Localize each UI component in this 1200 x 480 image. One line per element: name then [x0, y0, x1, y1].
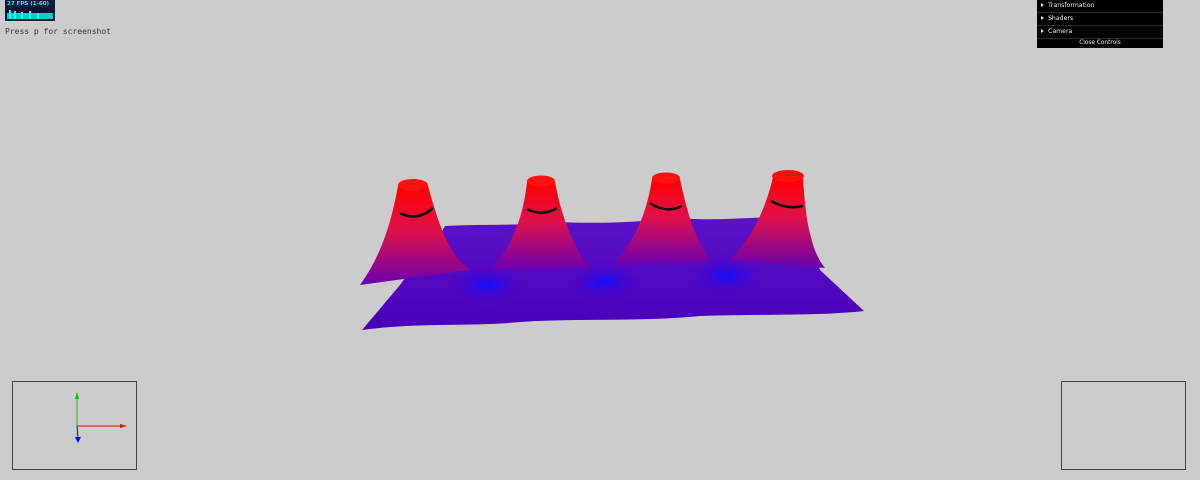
- folder-shaders[interactable]: Shaders: [1037, 13, 1163, 26]
- caret-right-icon: [1041, 16, 1044, 20]
- fps-stats-panel[interactable]: 27 FPS (1-60): [5, 0, 55, 21]
- secondary-view: [1061, 381, 1186, 470]
- close-controls-button[interactable]: Close Controls: [1037, 39, 1163, 48]
- folder-camera[interactable]: Camera: [1037, 26, 1163, 39]
- surface-peak: [360, 179, 470, 285]
- surface-well: [445, 263, 529, 307]
- screenshot-hint: Press p for screenshot: [5, 27, 111, 36]
- x-axis-arrow-icon: [120, 424, 127, 428]
- caret-right-icon: [1041, 3, 1044, 7]
- folder-label: Shaders: [1048, 15, 1074, 22]
- surface-well: [684, 254, 768, 298]
- surface-peak: [730, 170, 825, 268]
- fps-graph: [7, 8, 53, 19]
- folder-label: Camera: [1048, 28, 1073, 35]
- caret-right-icon: [1041, 29, 1044, 33]
- surface-peak: [490, 175, 590, 270]
- z-axis: [76, 425, 79, 439]
- axes-gizmo: [75, 392, 127, 443]
- folder-label: Transformation: [1048, 2, 1095, 9]
- y-axis-arrow-icon: [75, 392, 79, 399]
- surface-peak: [612, 172, 712, 265]
- z-axis-arrow-icon: [75, 437, 81, 443]
- fps-readout: 27 FPS (1-60): [7, 1, 50, 7]
- surface-well: [563, 260, 647, 304]
- axes-helper-view: [12, 381, 137, 470]
- controls-panel: Transformation Shaders Camera Close Cont…: [1037, 0, 1163, 48]
- folder-transformation[interactable]: Transformation: [1037, 0, 1163, 13]
